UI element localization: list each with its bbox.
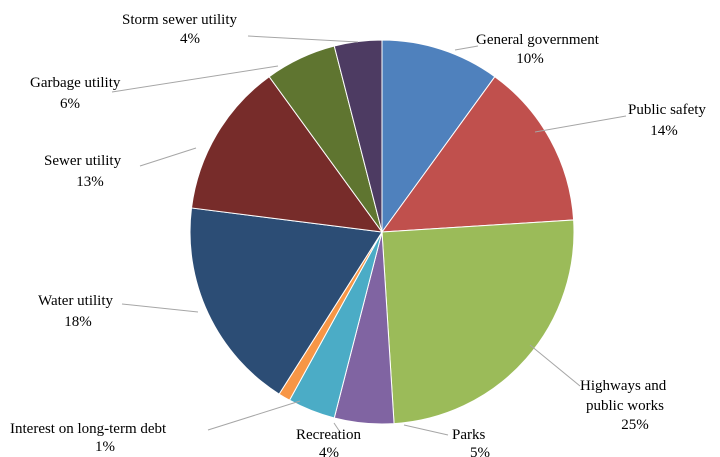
slice-value-water-utility: 18% [64,314,92,330]
slice-label-public-safety: Public safety [628,102,706,118]
slice-labels: General government 10% Public safety 14% Hig… [10,12,706,457]
slice-value-parks: 5% [470,445,490,457]
leader-line-garbage-utility [111,65,279,93]
slice-label-highways-and-public-works: public works [586,398,664,414]
slice-label-garbage-utility: Garbage utility [30,75,121,91]
slice-value-public-safety: 14% [650,123,678,139]
leader-line-highways-and-public-works [529,344,581,387]
leader-line-sewer-utility [139,147,197,167]
slice-highways-and-public-works [381,219,575,425]
slice-label-water-utility: Water utility [38,293,114,309]
slice-public-safety [380,75,575,233]
slice-value-recreation: 4% [319,445,339,457]
leader-line-water-utility [121,303,199,313]
leader-line-storm-sewer-utility [247,35,359,43]
slice-label-sewer-utility: Sewer utility [44,153,122,169]
slice-value-garbage-utility: 6% [60,96,80,112]
slice-value-highways-and-public-works: 25% [621,417,649,433]
leader-lines [111,35,627,436]
slice-label-parks: Parks [452,427,485,443]
slice-value-storm-sewer-utility: 4% [180,31,200,47]
slice-value-interest-on-long-term-debt: 1% [95,439,115,455]
leader-line-general-government [454,45,479,51]
slice-label-recreation: Recreation [296,427,361,443]
slice-label-interest-on-long-term-debt: Interest on long-term debt [10,421,167,437]
slice-water-utility [189,207,383,395]
slice-label-general-government: General government [476,32,600,48]
leader-line-interest-on-long-term-debt [207,400,301,431]
slice-value-sewer-utility: 13% [76,174,104,190]
leader-line-public-safety [534,115,627,133]
slice-sewer-utility [190,75,384,233]
slice-label-highways-and-public-works: Highways and [580,378,667,394]
slice-general-government [381,39,496,234]
slice-label-storm-sewer-utility: Storm sewer utility [122,12,237,28]
leader-line-recreation [333,422,341,433]
leader-line-parks [403,424,449,436]
pie-slices [189,39,575,425]
slice-value-general-government: 10% [516,51,544,67]
